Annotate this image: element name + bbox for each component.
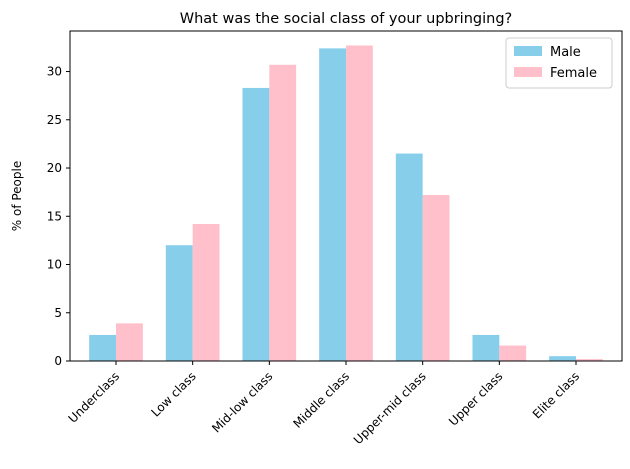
y-tick-label: 5 — [54, 306, 62, 320]
x-tick-label: Underclass — [66, 369, 122, 425]
x-tick-label: Low class — [148, 369, 198, 419]
x-tick-label: Middle class — [290, 369, 352, 431]
y-axis-label: % of People — [10, 161, 24, 231]
bar-male-upper-mid-class — [395, 153, 423, 361]
bar-male-low-class — [165, 245, 193, 361]
bar-female-upper-mid-class — [422, 195, 450, 361]
legend-label-female: Female — [550, 66, 597, 81]
x-tick-label: Elite class — [530, 369, 582, 421]
bar-male-underclass — [89, 334, 116, 361]
bar-male-mid-low-class — [242, 87, 270, 362]
x-tick-label: Upper class — [446, 369, 505, 428]
legend-swatch-male — [514, 46, 542, 56]
y-tick-label: 10 — [47, 258, 62, 272]
y-tick-label: 20 — [47, 161, 62, 175]
bar-male-middle-class — [319, 48, 346, 362]
y-tick-label: 30 — [47, 65, 62, 79]
y-tick-label: 25 — [47, 113, 62, 127]
y-tick-label: 0 — [54, 354, 62, 368]
bar-female-middle-class — [346, 45, 373, 361]
x-tick-label: Upper-mid class — [351, 369, 429, 447]
bars-group — [89, 45, 603, 362]
legend-swatch-female — [514, 67, 542, 77]
bar-female-low-class — [192, 223, 220, 361]
bar-female-mid-low-class — [269, 64, 297, 362]
bar-female-elite-class — [576, 359, 603, 361]
bar-male-elite-class — [549, 356, 576, 361]
x-tick-label: Mid-low class — [209, 369, 275, 435]
legend: Male Female — [505, 37, 613, 89]
bar-male-upper-class — [472, 334, 500, 361]
chart-title: What was the social class of your upbrin… — [180, 11, 512, 27]
bar-female-upper-class — [499, 345, 527, 361]
legend-label-male: Male — [550, 45, 581, 60]
y-tick-label: 15 — [47, 209, 62, 223]
bar-female-underclass — [116, 323, 143, 361]
